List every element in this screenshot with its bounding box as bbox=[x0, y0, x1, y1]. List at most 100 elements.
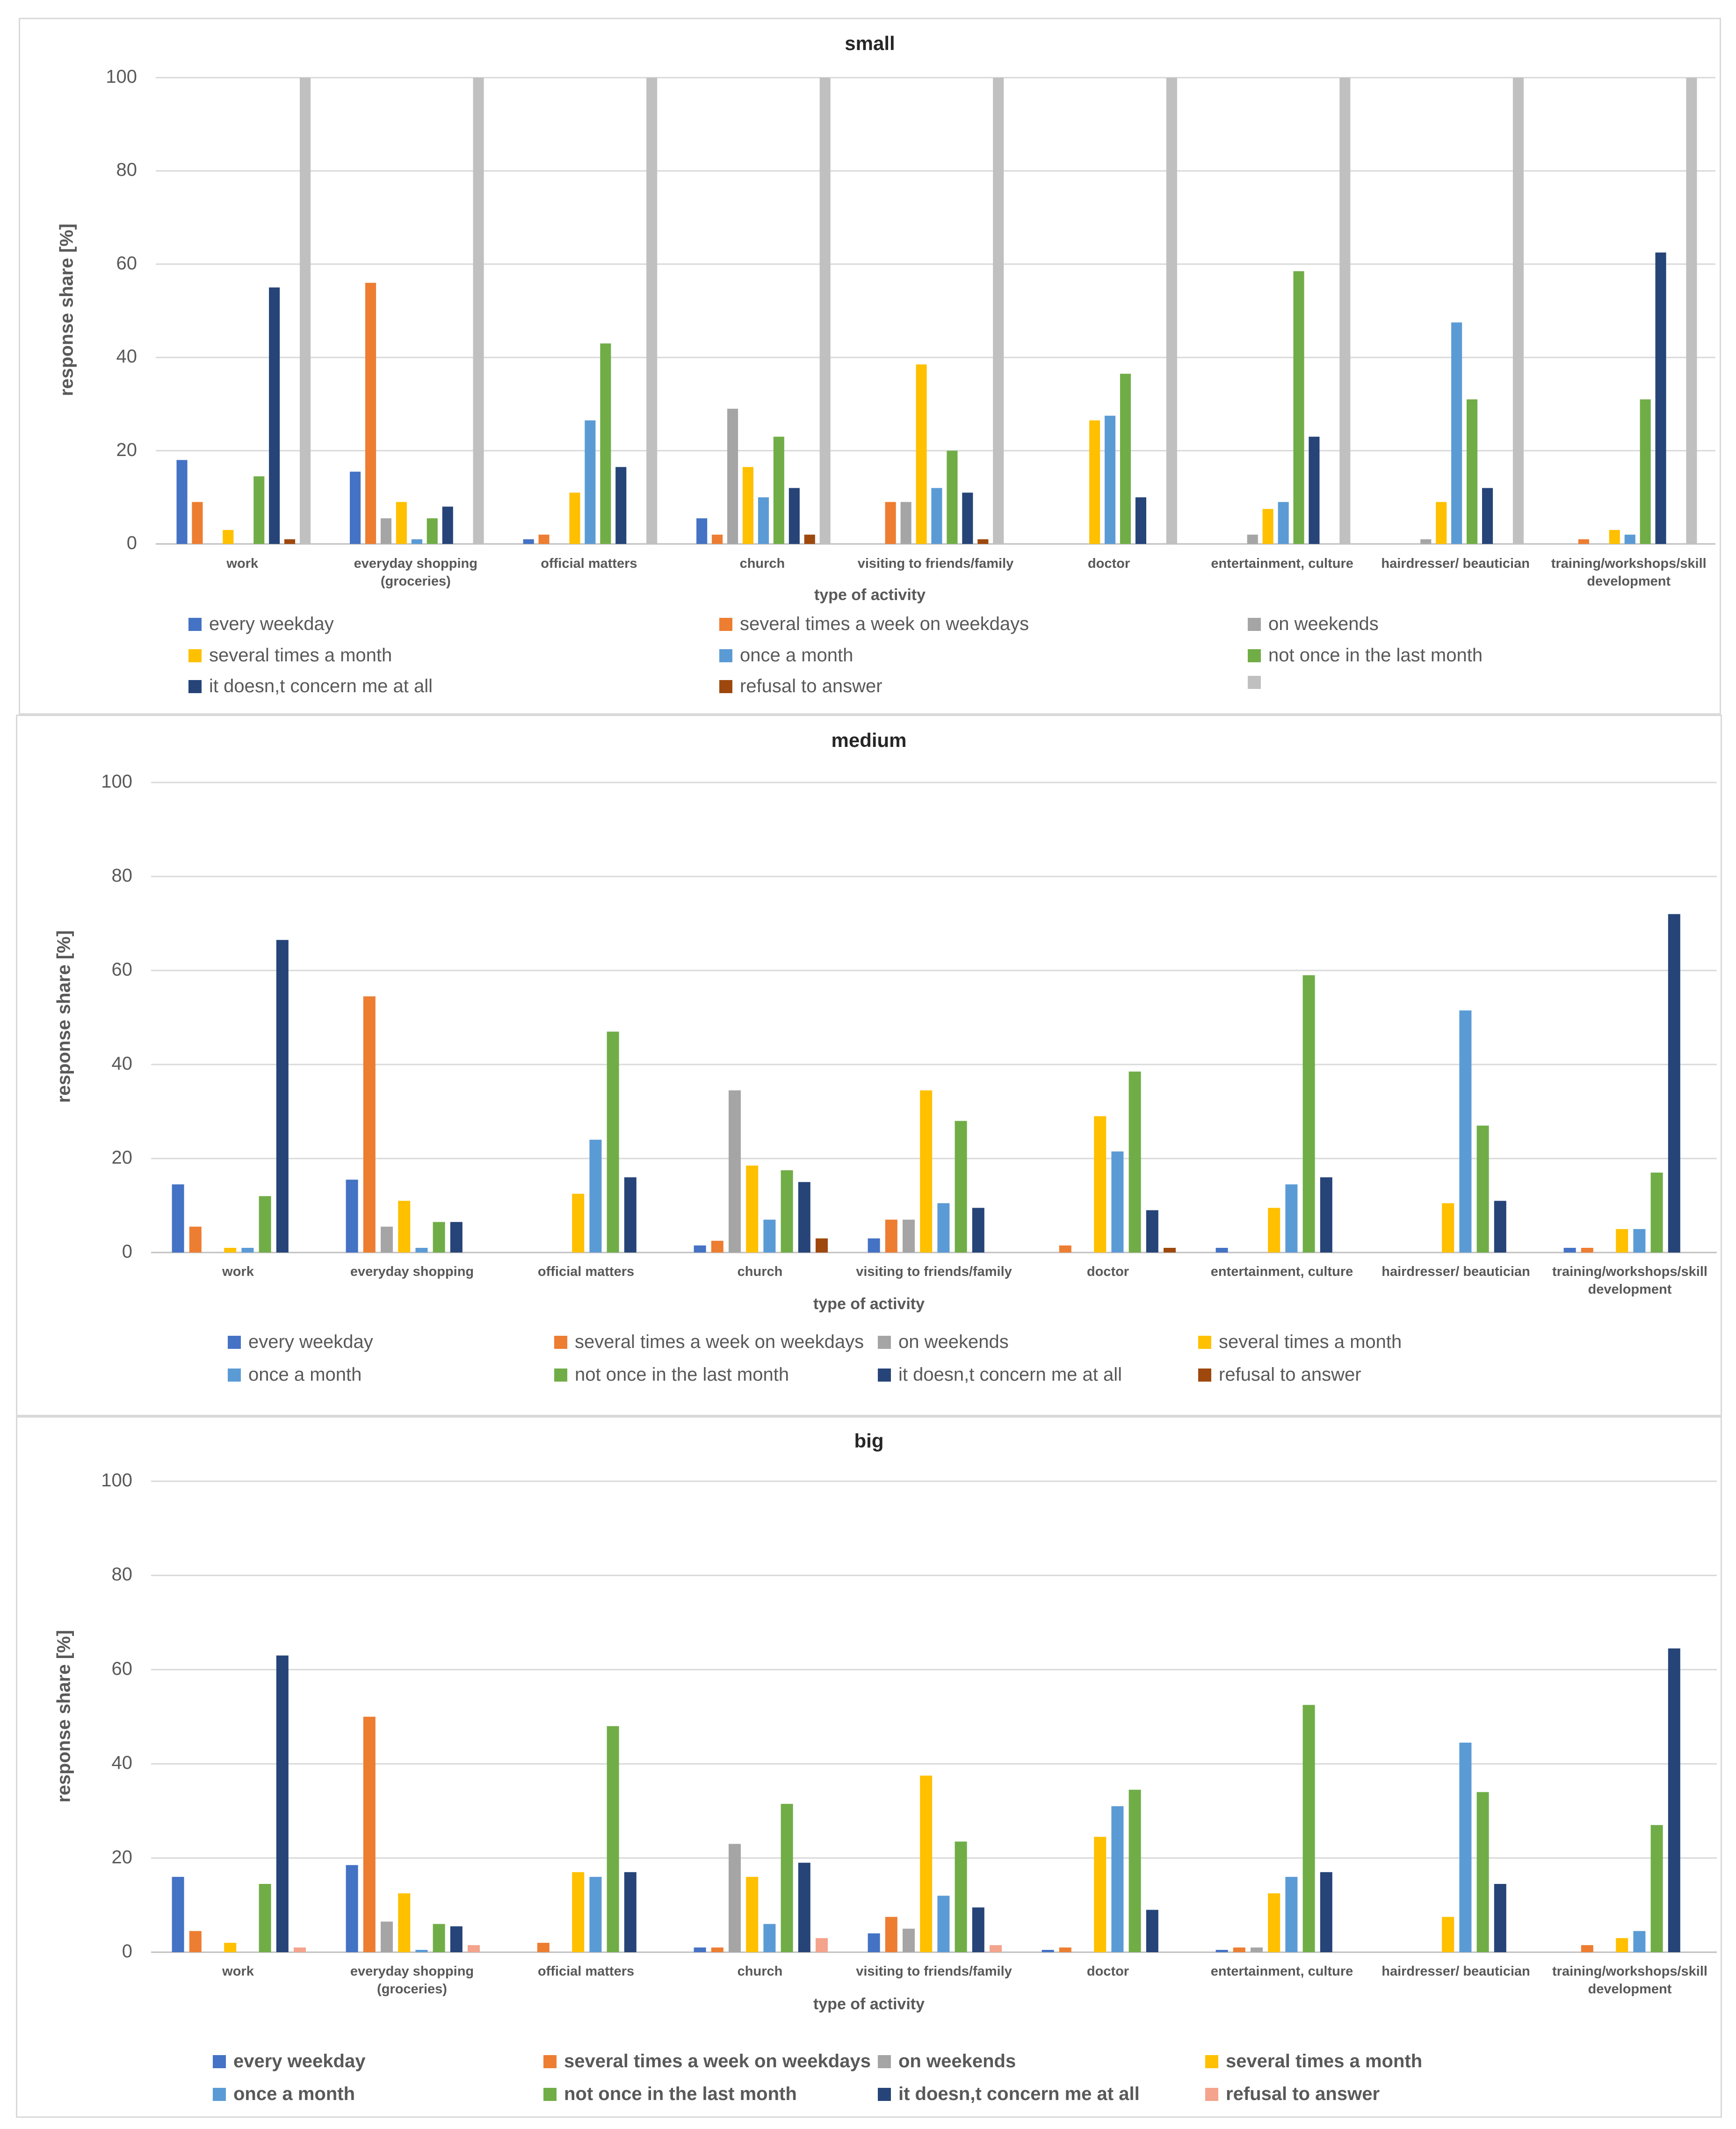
bar bbox=[798, 1182, 810, 1253]
y-tick-label: 20 bbox=[116, 439, 137, 460]
bar bbox=[350, 471, 361, 544]
legend-swatch bbox=[1198, 1335, 1211, 1349]
bar bbox=[1094, 1116, 1107, 1253]
bar bbox=[433, 1924, 445, 1952]
bar bbox=[1581, 1248, 1593, 1253]
bar bbox=[1166, 78, 1177, 544]
y-tick-label: 60 bbox=[111, 959, 133, 980]
bar bbox=[538, 535, 550, 544]
bar bbox=[1268, 1893, 1280, 1952]
legend-item: once a month bbox=[228, 1364, 362, 1385]
bar bbox=[947, 450, 958, 544]
legend-swatch bbox=[543, 2087, 557, 2101]
legend-swatch bbox=[1198, 1368, 1211, 1382]
legend-item: refusal to answer bbox=[1198, 1364, 1361, 1385]
legend-item: every weekday bbox=[188, 614, 334, 635]
y-tick-label: 100 bbox=[106, 66, 137, 87]
x-axis-label: type of activity bbox=[814, 586, 926, 604]
bar bbox=[937, 1203, 950, 1253]
bar bbox=[1494, 1884, 1506, 1952]
bar bbox=[537, 1942, 550, 1952]
bar bbox=[1251, 1947, 1263, 1952]
bar bbox=[900, 502, 911, 544]
bar bbox=[1320, 1177, 1332, 1253]
bar bbox=[1581, 1945, 1593, 1952]
legend-label: once a month bbox=[740, 645, 854, 666]
chart-title: medium bbox=[831, 729, 907, 751]
bar bbox=[1578, 539, 1589, 544]
category-label: church bbox=[737, 1964, 783, 1979]
bar bbox=[1215, 1248, 1228, 1253]
category-label: training/workshops/skill development bbox=[1552, 1964, 1707, 1997]
legend-label: it doesn,t concern me at all bbox=[209, 676, 433, 696]
bar bbox=[1146, 1210, 1158, 1253]
bar bbox=[955, 1841, 967, 1952]
y-axis-label: response share [%] bbox=[53, 930, 74, 1103]
category-label: doctor bbox=[1086, 1964, 1129, 1979]
legend-item: it doesn,t concern me at all bbox=[878, 2084, 1140, 2105]
bar bbox=[746, 1166, 759, 1253]
legend-label: on weekends bbox=[898, 2051, 1016, 2071]
legend-item: refusal to answer bbox=[719, 676, 882, 697]
bar bbox=[172, 1876, 184, 1952]
bar bbox=[1262, 509, 1273, 544]
y-tick-label: 80 bbox=[111, 865, 133, 886]
bar bbox=[300, 78, 311, 544]
category-label: training/workshops/skill development bbox=[1552, 1264, 1707, 1297]
bar bbox=[1128, 1072, 1141, 1253]
bar bbox=[763, 1219, 776, 1253]
bar bbox=[415, 1950, 428, 1952]
bar bbox=[427, 518, 438, 544]
category-label: work bbox=[222, 1964, 254, 1979]
legend-item: once a month bbox=[213, 2084, 355, 2105]
category-label: doctor bbox=[1086, 1264, 1129, 1279]
bar bbox=[450, 1926, 463, 1952]
bar bbox=[1476, 1792, 1489, 1952]
legend-swatch bbox=[1205, 2055, 1218, 2068]
category-label: visiting to friends/family bbox=[856, 1964, 1012, 1979]
bar bbox=[931, 488, 942, 544]
category-label: official matters bbox=[537, 1264, 635, 1279]
bar bbox=[1436, 502, 1447, 544]
category-label: everyday shopping (groceries) bbox=[354, 556, 477, 589]
legend-label: several times a week on weekdays bbox=[740, 614, 1029, 634]
category-label: hairdresser/ beautician bbox=[1382, 1964, 1530, 1979]
bar bbox=[241, 1248, 254, 1253]
category-label: hairdresser/ beautician bbox=[1382, 1264, 1530, 1279]
bar bbox=[415, 1248, 428, 1253]
bar bbox=[1442, 1203, 1454, 1253]
legend-label: several times a week on weekdays bbox=[564, 2051, 871, 2071]
bar bbox=[816, 1938, 828, 1952]
bar bbox=[1128, 1789, 1141, 1952]
category-label: church bbox=[739, 556, 785, 571]
bar bbox=[1512, 78, 1524, 544]
y-tick-label: 40 bbox=[111, 1752, 133, 1774]
legend-label: several times a month bbox=[1226, 2051, 1423, 2071]
bar bbox=[1442, 1917, 1454, 1952]
bar bbox=[1089, 420, 1100, 544]
bar bbox=[885, 1219, 897, 1253]
bar bbox=[442, 507, 453, 544]
legend-label: not once in the last month bbox=[564, 2084, 797, 2104]
bar bbox=[937, 1896, 950, 1952]
category-label: entertainment, culture bbox=[1211, 556, 1353, 571]
category-label: work bbox=[222, 1264, 254, 1279]
bar bbox=[572, 1872, 585, 1952]
category-label: visiting to friends/family bbox=[856, 1264, 1012, 1279]
legend-item: once a month bbox=[719, 645, 853, 666]
y-tick-label: 100 bbox=[101, 1470, 132, 1491]
bar bbox=[473, 78, 484, 544]
legend-item: several times a month bbox=[188, 645, 392, 666]
bar bbox=[1120, 374, 1131, 544]
bar bbox=[903, 1928, 915, 1952]
bar bbox=[1278, 502, 1289, 544]
legend-item: several times a month bbox=[1205, 2051, 1422, 2072]
category-label: entertainment, culture bbox=[1210, 1964, 1353, 1979]
bar bbox=[885, 1917, 897, 1952]
bar bbox=[972, 1208, 984, 1253]
bar bbox=[269, 287, 280, 544]
legend-swatch bbox=[878, 1368, 891, 1382]
legend-swatch bbox=[719, 617, 732, 631]
bar bbox=[176, 460, 188, 544]
legend-item: not once in the last month bbox=[543, 2084, 797, 2105]
